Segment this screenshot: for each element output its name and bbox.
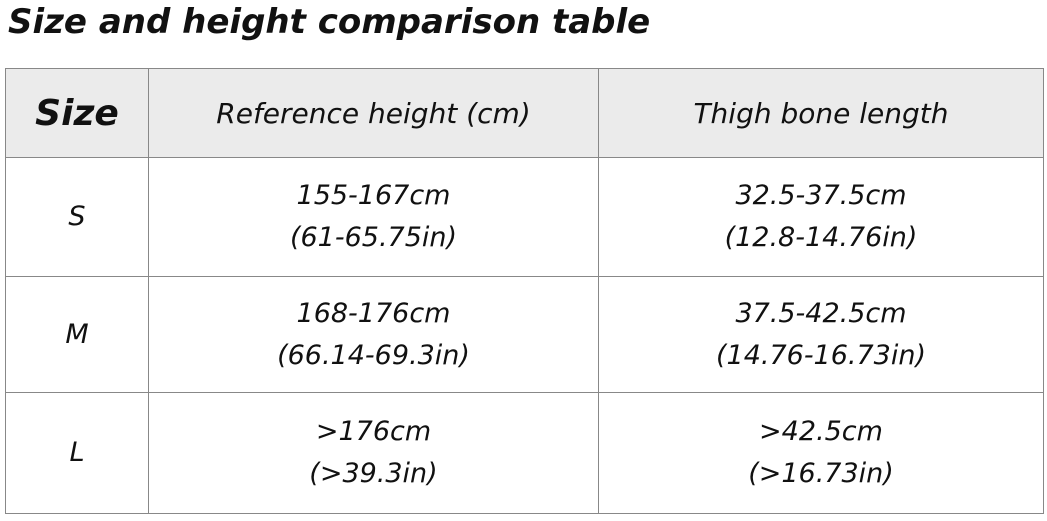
- cell-line: 155-167cm: [296, 180, 451, 211]
- table-row: M 168-176cm (66.14-69.3in) 37.5-42.5cm (14.7…: [5, 276, 1044, 393]
- table-cell: 32.5-37.5cm (12.8-14.76in): [598, 157, 1044, 277]
- header-row: Size Reference height (cm) Thigh bone le…: [5, 68, 1044, 158]
- size-table: Size Reference height (cm) Thigh bone le…: [5, 68, 1044, 514]
- header-cell: Size: [5, 68, 149, 158]
- size-cell: S: [5, 157, 149, 277]
- title: Size and height comparison table: [8, 2, 651, 42]
- cell-line: >176cm: [315, 416, 432, 447]
- cell-line: (66.14-69.3in): [277, 339, 470, 371]
- cell-line: 37.5-42.5cm: [735, 297, 907, 329]
- cell-line: (61-65.75in): [289, 222, 458, 253]
- table-row: L >176cm (>39.3in) >42.5cm (>16.73in): [5, 392, 1044, 514]
- table-cell: 155-167cm (61-65.75in): [148, 157, 599, 277]
- size-cell: L: [5, 392, 149, 514]
- cell-line: (>16.73in): [748, 458, 894, 489]
- size-cell: M: [5, 276, 149, 393]
- cell-line: (12.8-14.76in): [724, 222, 918, 253]
- header-cell: Thigh bone length: [598, 68, 1044, 158]
- cell-line: (>39.3in): [309, 458, 438, 489]
- table-cell: 37.5-42.5cm (14.76-16.73in): [598, 276, 1044, 393]
- cell-line: 168-176cm: [296, 297, 451, 329]
- table-cell: >42.5cm (>16.73in): [598, 392, 1044, 514]
- cell-line: 32.5-37.5cm: [735, 180, 907, 211]
- cell-line: (14.76-16.73in): [715, 339, 926, 371]
- table-cell: 168-176cm (66.14-69.3in): [148, 276, 599, 393]
- cell-line: >42.5cm: [759, 416, 883, 447]
- table-row: S 155-167cm (61-65.75in) 32.5-37.5cm (12.8-1…: [5, 157, 1044, 277]
- table-cell: >176cm (>39.3in): [148, 392, 599, 514]
- header-cell: Reference height (cm): [148, 68, 599, 158]
